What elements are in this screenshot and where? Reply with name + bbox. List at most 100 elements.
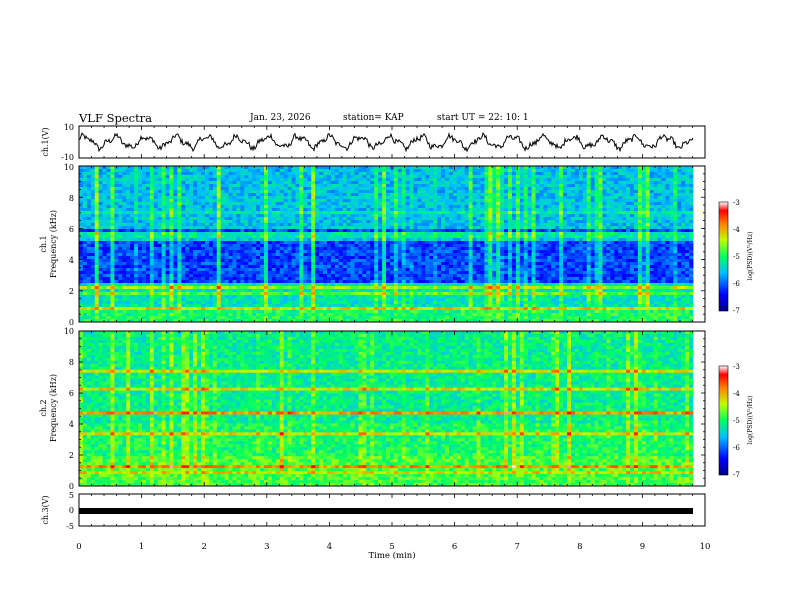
spectrogram-cell xyxy=(82,187,88,191)
spectrogram-cell xyxy=(488,175,493,179)
spectrogram-cell xyxy=(252,223,257,227)
spectrogram-cell xyxy=(311,211,316,215)
spectrogram-cell xyxy=(94,181,100,185)
spectrogram-cell xyxy=(504,205,509,209)
spectrogram-cell xyxy=(82,184,88,188)
spectrogram-cell xyxy=(197,184,202,188)
spectrogram-cell xyxy=(586,229,592,233)
spectrogram-cell xyxy=(582,178,588,182)
spectrogram-cell xyxy=(519,181,525,185)
spectrogram-cell xyxy=(425,169,430,173)
spectrogram-cell xyxy=(134,190,139,194)
spectrogram-cell xyxy=(622,184,627,188)
spectrogram-cell xyxy=(598,244,603,248)
spectrogram-cell xyxy=(492,184,497,188)
spectrogram-cell xyxy=(311,196,316,200)
spectrogram-cell xyxy=(515,220,521,224)
spectrogram-cell xyxy=(311,166,316,170)
spectrogram-cell xyxy=(669,190,674,194)
spectrogram-cell xyxy=(519,190,525,194)
spectrogram-cell xyxy=(622,241,627,245)
spectrogram-cell xyxy=(622,217,627,221)
spectrogram-cell xyxy=(82,256,88,260)
spectrogram-cell xyxy=(519,214,525,218)
spectrogram-cell xyxy=(197,208,202,212)
spectrogram-cell xyxy=(480,190,485,194)
spectrogram-cell xyxy=(98,259,104,263)
spectrogram-cell xyxy=(657,247,662,251)
spectrogram-cell xyxy=(287,232,292,236)
spectrogram-cell xyxy=(374,169,379,173)
spectrogram-cell xyxy=(299,211,304,215)
spectrogram-cell xyxy=(342,208,348,212)
spectrogram-cell xyxy=(224,259,229,263)
spectrogram-cell xyxy=(460,196,466,200)
spectrogram-cell xyxy=(149,220,155,224)
spectrogram-cell xyxy=(405,253,411,257)
spectrogram-cell xyxy=(224,247,229,251)
spectrogram-cell xyxy=(511,244,517,248)
spectrogram-cell xyxy=(126,190,131,194)
spectrogram-cell xyxy=(358,238,363,242)
spectrogram-cell xyxy=(260,232,265,236)
spectrogram-cell xyxy=(204,259,210,263)
spectrogram-cell xyxy=(303,211,308,215)
spectrogram-cell xyxy=(98,175,104,179)
spectrogram-cell xyxy=(519,202,525,206)
spectrogram-cell xyxy=(480,253,485,257)
spectrogram-cell xyxy=(382,238,387,242)
spectrogram-cell xyxy=(236,208,241,212)
spectrogram-cell xyxy=(197,211,202,215)
spectrogram-cell xyxy=(637,172,643,176)
spectrogram-cell xyxy=(189,169,194,173)
spectrogram-cell xyxy=(193,202,198,206)
spectrogram-cell xyxy=(173,208,178,212)
spectrogram-cell xyxy=(366,244,371,248)
spectrogram-cell xyxy=(248,166,253,170)
spectrogram-cell xyxy=(370,232,375,236)
spectrogram-cell xyxy=(456,247,462,251)
spectrogram-cell xyxy=(574,169,580,173)
spectrogram-cell xyxy=(452,208,458,212)
spectrogram-cell xyxy=(673,223,678,227)
spectrogram-cell xyxy=(626,220,631,224)
spectrogram-cell xyxy=(102,256,107,260)
spectrogram-cell xyxy=(535,229,540,233)
spectrogram-cell xyxy=(661,226,666,230)
spectrogram-cell xyxy=(220,229,226,233)
spectrogram-cell xyxy=(669,196,674,200)
spectrogram-cell xyxy=(193,208,198,212)
spectrogram-cell xyxy=(633,184,639,188)
spectrogram-cell xyxy=(342,205,348,209)
spectrogram-cell xyxy=(326,253,332,257)
spectrogram-cell xyxy=(220,178,226,182)
spectrogram-cell xyxy=(138,226,143,230)
spectrogram-cell xyxy=(185,172,190,176)
spectrogram-cell xyxy=(401,256,407,260)
spectrogram-cell xyxy=(145,205,151,209)
spectrogram-cell xyxy=(567,235,572,239)
spectrogram-cell xyxy=(149,223,155,227)
spectrogram-cell xyxy=(303,220,308,224)
spectrogram-cell xyxy=(468,190,473,194)
spectrogram-cell xyxy=(527,205,533,209)
spectrogram-cell xyxy=(157,253,163,257)
spectrogram-cell xyxy=(153,256,159,260)
spectrogram-cell xyxy=(570,196,576,200)
spectrogram-cell xyxy=(393,181,399,185)
spectrogram-cell xyxy=(263,202,269,206)
spectrogram-cell xyxy=(90,169,96,173)
spectrogram-cell xyxy=(657,241,662,245)
spectrogram-cell xyxy=(279,190,285,194)
spectrogram-cell xyxy=(531,181,536,185)
spectrogram-cell xyxy=(145,178,151,182)
spectrogram-cell xyxy=(370,196,375,200)
spectrogram-cell xyxy=(134,169,139,173)
spectrogram-cell xyxy=(610,211,615,215)
spectrogram-cell xyxy=(614,211,619,215)
spectrogram-cell xyxy=(511,172,517,176)
spectrogram-cell xyxy=(279,244,285,248)
spectrogram-cell xyxy=(602,172,607,176)
spectrogram-cell xyxy=(153,205,159,209)
spectrogram-cell xyxy=(98,211,104,215)
